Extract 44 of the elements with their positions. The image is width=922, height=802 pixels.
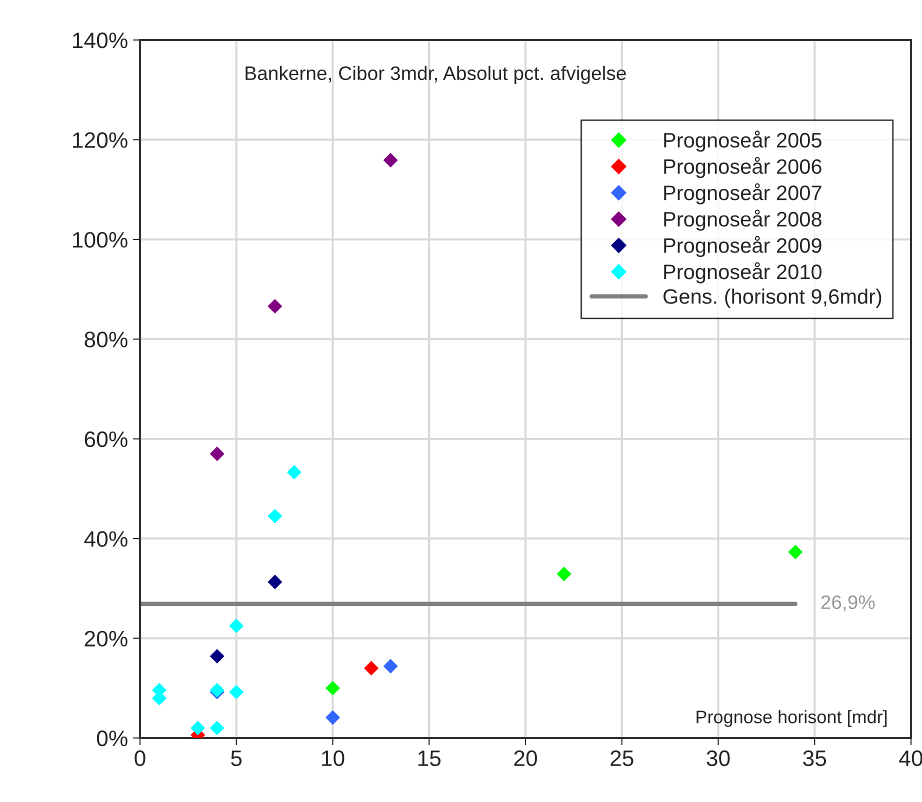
- legend-label: Prognoseår 2009: [664, 236, 822, 258]
- y-tick-label: 100%: [73, 232, 128, 248]
- point: [383, 658, 398, 674]
- point: [286, 464, 302, 480]
- y-tick-label: 60%: [84, 431, 128, 448]
- point: [229, 684, 244, 700]
- x-tick-label: 20: [514, 750, 537, 766]
- point: [229, 618, 244, 634]
- annotation: 26,9%: [821, 595, 875, 612]
- y-tick-label: 40%: [84, 531, 128, 547]
- x-tick-label: 0: [134, 750, 146, 766]
- legend-label: Gens. (horisont 9,6mdr): [664, 288, 882, 308]
- legend-label: Prognoseår 2010: [664, 262, 822, 284]
- point: [190, 720, 206, 736]
- point: [210, 720, 224, 736]
- point: [268, 574, 282, 590]
- x-tick-label: 35: [803, 750, 826, 766]
- x-tick-label: 30: [706, 750, 730, 766]
- x-tick-label: 5: [231, 750, 242, 766]
- point: [325, 710, 340, 725]
- legend-label: Prognoseår 2008: [664, 210, 822, 231]
- point: [364, 660, 379, 676]
- point: [210, 446, 224, 462]
- point: [383, 152, 398, 168]
- point: [268, 298, 282, 314]
- y-tick-label: 120%: [73, 132, 128, 148]
- y-tick-label: 20%: [84, 630, 128, 647]
- y-tick-label: 80%: [84, 332, 128, 348]
- x-tick-label: 10: [322, 750, 344, 766]
- x-tick-label: 25: [610, 750, 634, 766]
- point: [210, 648, 224, 664]
- point: [268, 508, 282, 524]
- point: [325, 680, 340, 696]
- y-tick-label: 140%: [73, 32, 128, 48]
- x-tick-label: 15: [418, 750, 441, 766]
- x-axis-title: Prognose horisont [mdr]: [696, 710, 887, 727]
- legend-label: Prognoseår 2005: [664, 130, 822, 152]
- legend-label: Prognoseår 2007: [664, 183, 822, 204]
- text: Bankerne, Cibor 3mdr, Absolut pct. afvigelse: [246, 66, 626, 84]
- y-tick-label: 0%: [96, 730, 128, 746]
- point: [788, 544, 803, 560]
- legend-label: Prognoseår 2006: [664, 156, 822, 178]
- point: [556, 566, 572, 582]
- x-tick-label: 40: [899, 750, 922, 766]
